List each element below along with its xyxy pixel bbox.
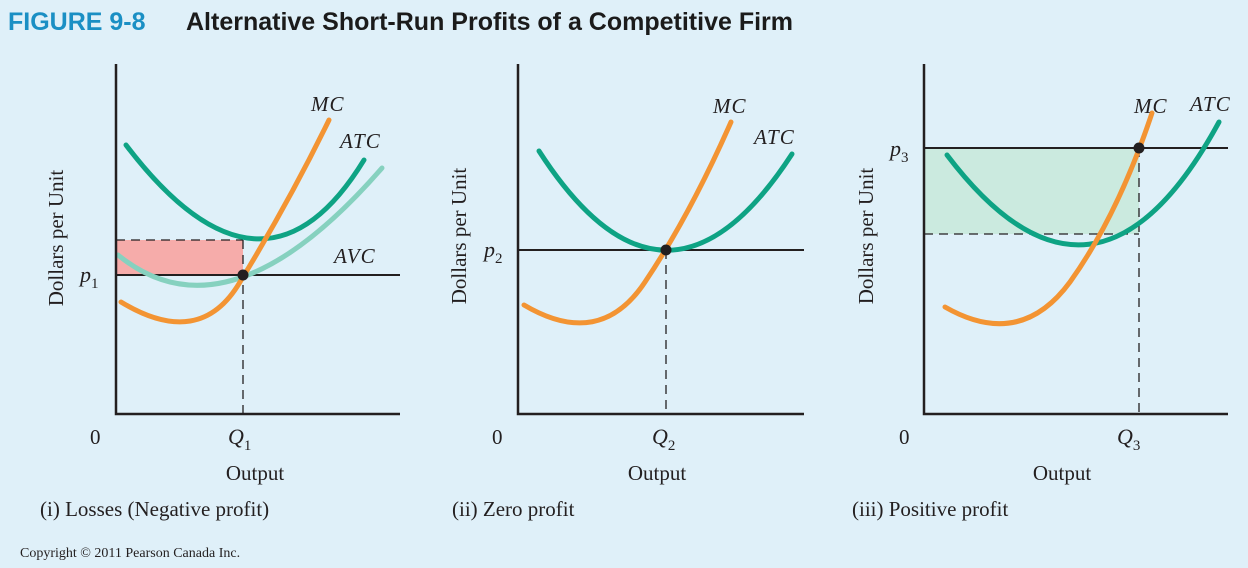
atc-label: ATC [338, 129, 381, 153]
axes [516, 64, 804, 416]
panel-caption: (iii) Positive profit [852, 497, 1008, 521]
avc-label: AVC [332, 244, 376, 268]
quantity-label-q3: Q3 [1117, 424, 1140, 454]
panel-caption: (ii) Zero profit [452, 497, 575, 521]
axes [922, 64, 1228, 416]
x-axis-label: Output [1033, 461, 1092, 485]
price-label-p1: p1 [78, 262, 99, 292]
profit-area [924, 148, 1139, 234]
panel-caption: (i) Losses (Negative profit) [40, 497, 269, 521]
panel-zero-profit: MC ATC p2 Q2 0 Output Dollars per Unit (… [447, 64, 804, 521]
y-axis-label: Dollars per Unit [854, 168, 878, 305]
quantity-label-q2: Q2 [652, 424, 675, 454]
mc-curve [521, 119, 734, 326]
mc-label: MC [1133, 94, 1168, 118]
atc-label: ATC [1188, 92, 1231, 116]
atc-curve [123, 142, 367, 242]
figure-title: Alternative Short-Run Profits of a Compe… [186, 8, 793, 36]
atc-curve [944, 119, 1222, 248]
figure-number: FIGURE 9-8 [8, 8, 146, 36]
equilibrium-point [237, 269, 249, 281]
price-label-p3: p3 [888, 136, 909, 166]
atc-label: ATC [752, 125, 795, 149]
x-axis-label: Output [226, 461, 285, 485]
mc-label: MC [310, 92, 345, 116]
origin-label: 0 [492, 425, 503, 449]
mc-label: MC [712, 94, 747, 118]
quantity-label-q1: Q1 [228, 424, 251, 454]
copyright-notice: Copyright © 2011 Pearson Canada Inc. [20, 546, 240, 561]
origin-label: 0 [899, 425, 910, 449]
equilibrium-point [1133, 142, 1145, 154]
origin-label: 0 [90, 425, 101, 449]
price-label-p2: p2 [482, 237, 503, 267]
atc-curve [536, 148, 795, 253]
panel-positive-profit: MC ATC p3 Q3 0 Output Dollars per Unit (… [852, 64, 1231, 521]
axes [114, 64, 400, 416]
x-axis-label: Output [628, 461, 687, 485]
y-axis-label: Dollars per Unit [44, 170, 68, 307]
mc-curve [942, 110, 1155, 327]
y-axis-label: Dollars per Unit [447, 168, 471, 305]
equilibrium-point [660, 244, 672, 256]
mc-curve [118, 117, 332, 325]
panel-losses: MC ATC AVC p1 Q1 0 Output Dollars per Un… [40, 64, 400, 521]
